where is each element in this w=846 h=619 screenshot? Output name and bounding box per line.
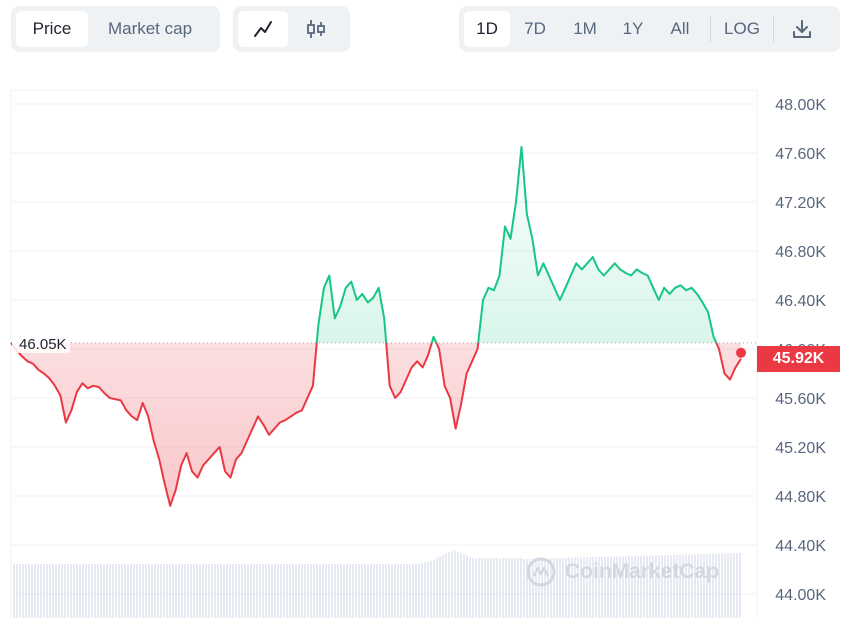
y-tick-label: 44.80K bbox=[775, 489, 826, 506]
toolbar-divider bbox=[710, 16, 711, 42]
volume-bars bbox=[13, 550, 741, 618]
range-tab-7d[interactable]: 7D bbox=[524, 19, 546, 38]
line-chart-button[interactable] bbox=[238, 11, 288, 47]
price-tab[interactable]: Price bbox=[16, 11, 88, 47]
metric-toggle: Price Market cap bbox=[11, 6, 220, 52]
price-area-down bbox=[11, 342, 741, 506]
download-button[interactable] bbox=[780, 11, 824, 47]
y-tick-label: 47.20K bbox=[775, 195, 826, 212]
price-line-down bbox=[10, 342, 742, 507]
range-tab-1m[interactable]: 1M bbox=[573, 19, 597, 38]
watermark: CoinMarketCap bbox=[525, 556, 719, 588]
download-icon bbox=[793, 20, 811, 38]
price-area-up bbox=[316, 146, 717, 343]
coinmarketcap-logo-icon bbox=[526, 557, 556, 587]
candlestick-button[interactable] bbox=[288, 11, 344, 47]
y-tick-label: 48.00K bbox=[775, 97, 826, 114]
chart-type-toggle bbox=[233, 6, 350, 52]
y-tick-label: 46.80K bbox=[775, 244, 826, 261]
y-tick-label: 46.40K bbox=[775, 293, 826, 310]
range-toggle: 1D 7D 1M 1Y All LOG bbox=[459, 6, 840, 52]
y-tick-label: 44.00K bbox=[775, 587, 826, 604]
current-price-dot bbox=[736, 347, 746, 358]
y-tick-label: 44.40K bbox=[775, 538, 826, 555]
watermark-text: CoinMarketCap bbox=[565, 560, 720, 583]
line-chart-icon bbox=[254, 21, 272, 37]
candlestick-icon bbox=[307, 20, 325, 38]
log-scale-button[interactable]: LOG bbox=[724, 19, 760, 38]
market-cap-tab[interactable]: Market cap bbox=[107, 19, 193, 38]
range-tab-1y[interactable]: 1Y bbox=[622, 19, 644, 38]
range-tab-all[interactable]: All bbox=[670, 19, 690, 38]
y-tick-label: 45.60K bbox=[775, 391, 826, 408]
reference-price-label: 46.05K bbox=[12, 336, 70, 353]
current-price-tag: 45.92K bbox=[757, 346, 840, 372]
price-line-up bbox=[11, 145, 718, 343]
y-tick-label: 45.20K bbox=[775, 440, 826, 457]
price-area bbox=[11, 146, 741, 506]
toolbar-divider bbox=[773, 16, 774, 42]
range-tab-1d[interactable]: 1D bbox=[464, 11, 510, 47]
y-tick-label: 47.60K bbox=[775, 146, 826, 163]
price-line bbox=[10, 145, 757, 507]
